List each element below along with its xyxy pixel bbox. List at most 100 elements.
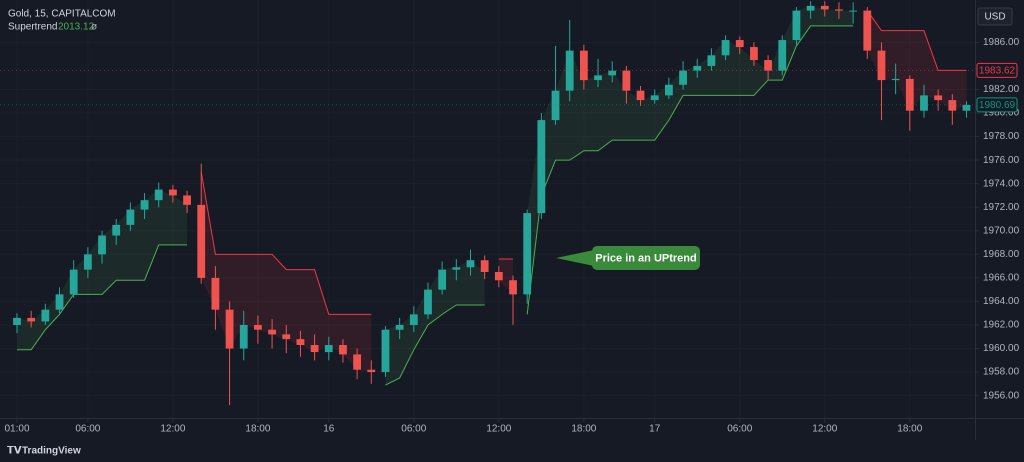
brand[interactable]: TradingView: [22, 446, 81, 457]
y-tick-label: 1964.00: [983, 296, 1020, 307]
y-tick-label: 1982.00: [983, 84, 1020, 95]
y-tick-label: 1974.00: [983, 178, 1020, 189]
candle-body: [140, 200, 149, 210]
supertrend-line: [17, 25, 854, 386]
candle-body: [622, 70, 631, 91]
candle-body: [962, 104, 971, 111]
y-tick-label: 1962.00: [983, 320, 1020, 331]
candle-body: [835, 9, 843, 11]
x-tick-label: 01:00: [4, 424, 29, 435]
candle-body: [339, 344, 347, 355]
y-tick-label: 1978.00: [983, 131, 1020, 142]
currency-box[interactable]: [977, 7, 1013, 26]
candle-body: [849, 10, 858, 12]
candle-body: [409, 314, 418, 325]
candle-body: [27, 317, 36, 322]
x-tick-label: 12:00: [812, 424, 837, 435]
candle-body: [268, 329, 276, 335]
x-tick-label: 18:00: [897, 424, 922, 435]
currency[interactable]: USD: [984, 12, 1005, 23]
candle-body: [466, 260, 475, 268]
y-tick-label: 1956.00: [983, 390, 1020, 401]
candle-body: [537, 120, 546, 214]
candle-body: [806, 5, 815, 11]
candle-body: [296, 339, 305, 345]
candle-body: [353, 354, 362, 370]
candle-body: [282, 334, 291, 340]
candle-body: [565, 50, 574, 91]
x-tick-label: 16: [323, 424, 335, 435]
candle-body: [211, 277, 220, 310]
candle-body: [863, 10, 872, 51]
supertrend-line: [200, 10, 967, 315]
candle-body: [480, 260, 489, 272]
footer: [0, 440, 1024, 462]
candle-body: [324, 344, 333, 353]
candle-body: [367, 369, 376, 373]
candle-body: [608, 70, 617, 76]
chart-title: Gold, 15, CAPITALCOM: [8, 9, 116, 20]
candle-body: [509, 280, 517, 295]
supertrend-lines: [17, 10, 967, 386]
candle-body: [310, 344, 319, 353]
candle-body: [636, 90, 645, 101]
candle-body: [83, 254, 92, 270]
brand-logo[interactable]: 𝗧𝗩: [7, 446, 22, 457]
y-tick-label: 1970.00: [983, 225, 1020, 236]
annotation: Price in an UPtrend: [556, 246, 700, 270]
y-tick-label: 1976.00: [983, 155, 1020, 166]
candle-body: [551, 90, 560, 121]
candle-body: [239, 324, 248, 349]
price-tag: [976, 97, 1018, 113]
candle-body: [494, 271, 503, 281]
candle-body: [395, 324, 404, 330]
candle-body: [792, 10, 801, 41]
supertrend-fill: [867, 10, 967, 111]
indicator-symbol: ø: [91, 22, 97, 33]
y-tick-label: 1968.00: [983, 249, 1020, 260]
indicator-name: Supertrend: [8, 22, 57, 33]
candle-body: [764, 60, 772, 71]
candle-body: [41, 309, 50, 322]
candle-body: [424, 289, 432, 315]
candle-body: [13, 317, 21, 325]
candle-body: [154, 189, 163, 201]
y-tick-label: 1960.00: [983, 343, 1020, 354]
price-tag-label: 1980.69: [979, 100, 1016, 111]
candle-body: [381, 329, 390, 373]
y-tick-label: 1986.00: [983, 37, 1020, 48]
candle-body: [920, 95, 928, 111]
x-tick-label: 06:00: [727, 424, 752, 435]
annotation-pointer: [556, 250, 594, 266]
candle-body: [112, 224, 121, 236]
candle-body: [452, 267, 461, 270]
candles: [13, 1, 971, 406]
x-tick-label: 18:00: [245, 424, 270, 435]
y-tick-label: 1972.00: [983, 202, 1020, 213]
candle-body: [523, 213, 532, 295]
candle-body: [905, 78, 914, 111]
candle-body: [98, 235, 106, 255]
x-tick-label: 06:00: [401, 424, 426, 435]
candle-body: [225, 309, 234, 349]
candle-body: [750, 47, 758, 61]
candle-body: [891, 78, 900, 81]
annotation-box: [592, 246, 700, 270]
candle-body: [254, 324, 262, 330]
candle-body: [579, 50, 588, 81]
axes: 1956.00 1958.00 1960.00 1962.00 1964.00 1966.…: [0, 37, 1020, 435]
candle-body: [126, 209, 135, 225]
candle-body: [778, 40, 787, 71]
candle-body: [594, 75, 602, 81]
candle-body: [721, 40, 730, 56]
supertrend-fill: [385, 260, 485, 386]
y-tick-label: 1966.00: [983, 273, 1020, 284]
candle-body: [183, 195, 191, 205]
candle-body: [820, 5, 829, 10]
candle-body: [679, 70, 687, 85]
x-tick-label: 12:00: [160, 424, 185, 435]
y-tick-label: 1958.00: [983, 367, 1020, 378]
x-tick-label: 18:00: [571, 424, 596, 435]
candle-body: [877, 50, 886, 81]
